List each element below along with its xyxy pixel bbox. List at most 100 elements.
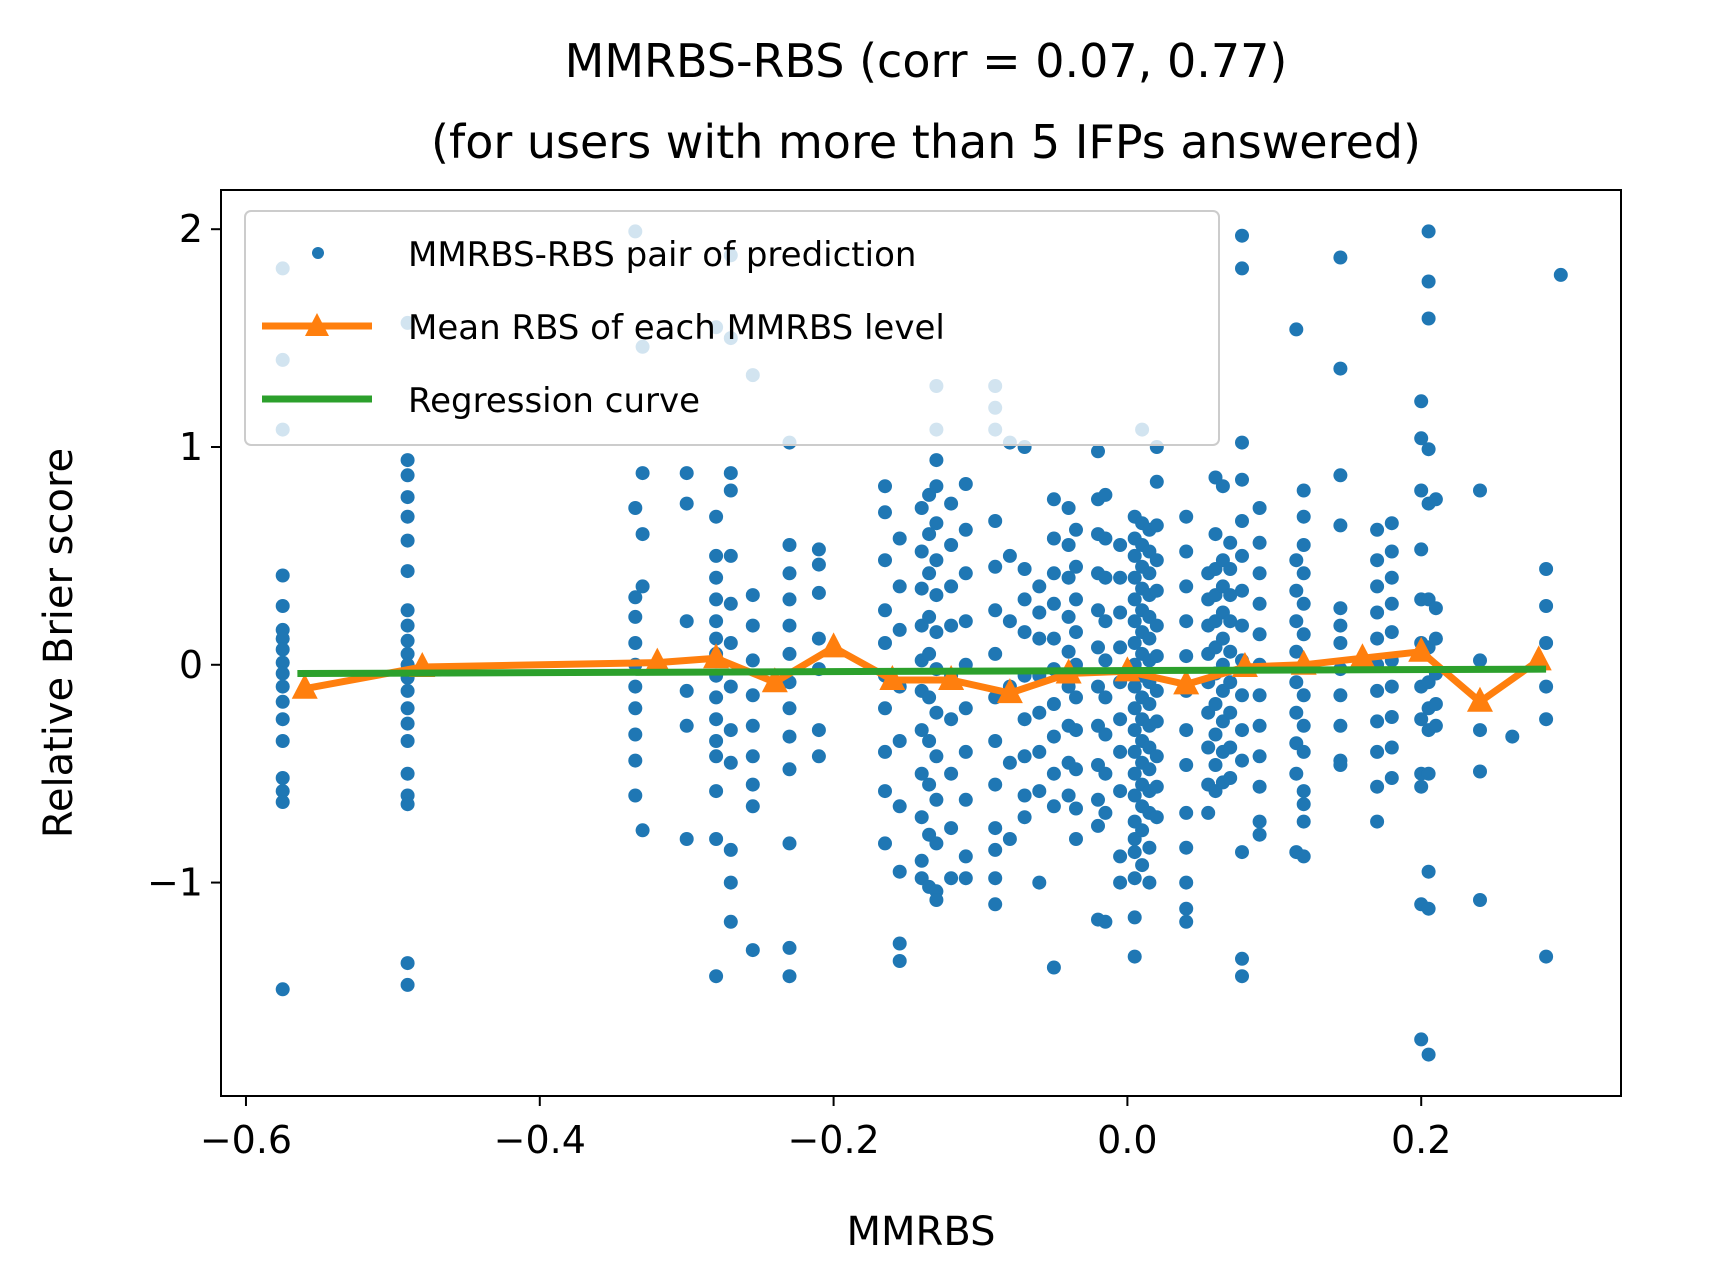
scatter-point-287	[1113, 640, 1128, 655]
scatter-point-486	[1384, 544, 1399, 559]
scatter-point-108	[782, 729, 797, 744]
scatter-point-9	[275, 712, 290, 727]
scatter-point-146	[914, 723, 929, 738]
scatter-point-465	[1333, 518, 1348, 533]
scatter-point-102	[782, 566, 797, 581]
scatter-point-477	[1370, 605, 1385, 620]
scatter-point-303	[1127, 701, 1142, 716]
scatter-point-182	[944, 766, 959, 781]
scatter-point-510	[1421, 442, 1436, 457]
scatter-point-84	[723, 723, 738, 738]
scatter-point-20	[400, 633, 415, 648]
scatter-point-382	[1208, 527, 1223, 542]
scatter-point-187	[958, 566, 973, 581]
scatter-point-457	[1296, 744, 1311, 759]
scatter-point-348	[1149, 518, 1164, 533]
scatter-point-405	[1223, 614, 1238, 629]
scatter-point-519	[1421, 901, 1436, 916]
scatter-point-456	[1296, 718, 1311, 733]
scatter-point-518	[1421, 864, 1436, 879]
scatter-point-92	[745, 618, 760, 633]
legend-label-mean: Mean RBS of each MMRBS level	[408, 308, 945, 348]
y-tick-label-2: 1	[179, 425, 203, 469]
scatter-point-420	[1235, 688, 1249, 703]
scatter-point-443	[1289, 675, 1304, 690]
scatter-point-488	[1384, 596, 1399, 611]
scatter-point-5	[275, 655, 290, 670]
scatter-point-346	[1142, 875, 1157, 890]
scatter-point-83	[723, 679, 738, 694]
scatter-point-56	[679, 466, 694, 481]
scatter-point-289	[1113, 712, 1128, 727]
scatter-point-166	[929, 553, 944, 568]
scatter-point-240	[1046, 766, 1061, 781]
scatter-point-117	[811, 631, 826, 646]
scatter-point-407	[1223, 675, 1238, 690]
scatter-point-367	[1179, 805, 1194, 820]
scatter-point-138	[892, 936, 907, 951]
scatter-point-446	[1289, 766, 1304, 781]
chart-subtitle: (for users with more than 5 IFPs answere…	[431, 115, 1421, 169]
scatter-point-537	[1539, 712, 1554, 727]
scatter-point-94	[745, 688, 760, 703]
scatter-point-366	[1179, 758, 1194, 772]
scatter-point-261	[1069, 832, 1083, 846]
scatter-point-148	[914, 810, 929, 825]
scatter-point-390	[1208, 758, 1223, 772]
scatter-point-54	[635, 823, 650, 838]
scatter-point-110	[782, 836, 797, 851]
scatter-point-350	[1149, 583, 1164, 598]
scatter-point-525	[1428, 697, 1443, 711]
scatter-point-239	[1046, 729, 1061, 744]
scatter-point-380	[1201, 805, 1216, 820]
mean-rbs-marker-5	[820, 632, 847, 658]
scatter-point-116	[811, 585, 826, 600]
scatter-point-299	[1127, 614, 1142, 629]
scatter-point-167	[929, 588, 944, 603]
scatter-point-32	[400, 533, 415, 548]
scatter-point-203	[988, 734, 1003, 748]
scatter-point-124	[878, 603, 892, 618]
scatter-point-19	[400, 618, 415, 633]
scatter-point-422	[1235, 753, 1249, 768]
x-axis-label: MMRBS	[847, 1209, 996, 1255]
scatter-point-208	[988, 897, 1003, 912]
scatter-point-439	[1289, 553, 1304, 568]
scatter-point-28	[400, 766, 415, 781]
scatter-point-276	[1098, 570, 1113, 585]
y-tick-label-0: −1	[147, 861, 203, 905]
scatter-point-184	[944, 871, 959, 886]
scatter-point-81	[723, 596, 738, 611]
scatter-point-232	[1046, 492, 1061, 507]
scatter-point-71	[709, 712, 724, 727]
scatter-point-105	[782, 646, 797, 661]
scatter-point-74	[709, 784, 724, 799]
mean-rbs-marker-17	[1525, 645, 1552, 671]
scatter-point-504	[1414, 779, 1429, 794]
scatter-point-538	[1539, 949, 1554, 964]
scatter-point-333	[1142, 566, 1157, 581]
scatter-point-359	[1179, 509, 1194, 524]
scatter-point-200	[988, 603, 1003, 618]
regression-line	[297, 665, 1547, 677]
scatter-point-244	[1061, 538, 1076, 552]
scatter-point-222	[1017, 810, 1032, 825]
scatter-point-253	[1069, 559, 1083, 574]
scatter-point-175	[929, 893, 944, 907]
scatter-point-44	[628, 679, 643, 694]
scatter-point-371	[1179, 914, 1194, 929]
scatter-point-425	[1235, 969, 1249, 984]
scatter-point-190	[958, 701, 973, 716]
scatter-point-25	[400, 701, 415, 716]
data-layer	[275, 224, 1568, 1062]
scatter-point-73	[709, 749, 724, 764]
scatter-point-533	[1539, 562, 1554, 576]
scatter-point-470	[1333, 688, 1348, 703]
scatter-point-260	[1069, 801, 1083, 816]
scatter-point-127	[878, 701, 892, 716]
scatter-point-496	[1414, 431, 1429, 446]
scatter-point-207	[988, 871, 1003, 886]
scatter-point-361	[1179, 579, 1194, 594]
scatter-point-450	[1296, 538, 1311, 552]
scatter-point-132	[892, 579, 907, 594]
